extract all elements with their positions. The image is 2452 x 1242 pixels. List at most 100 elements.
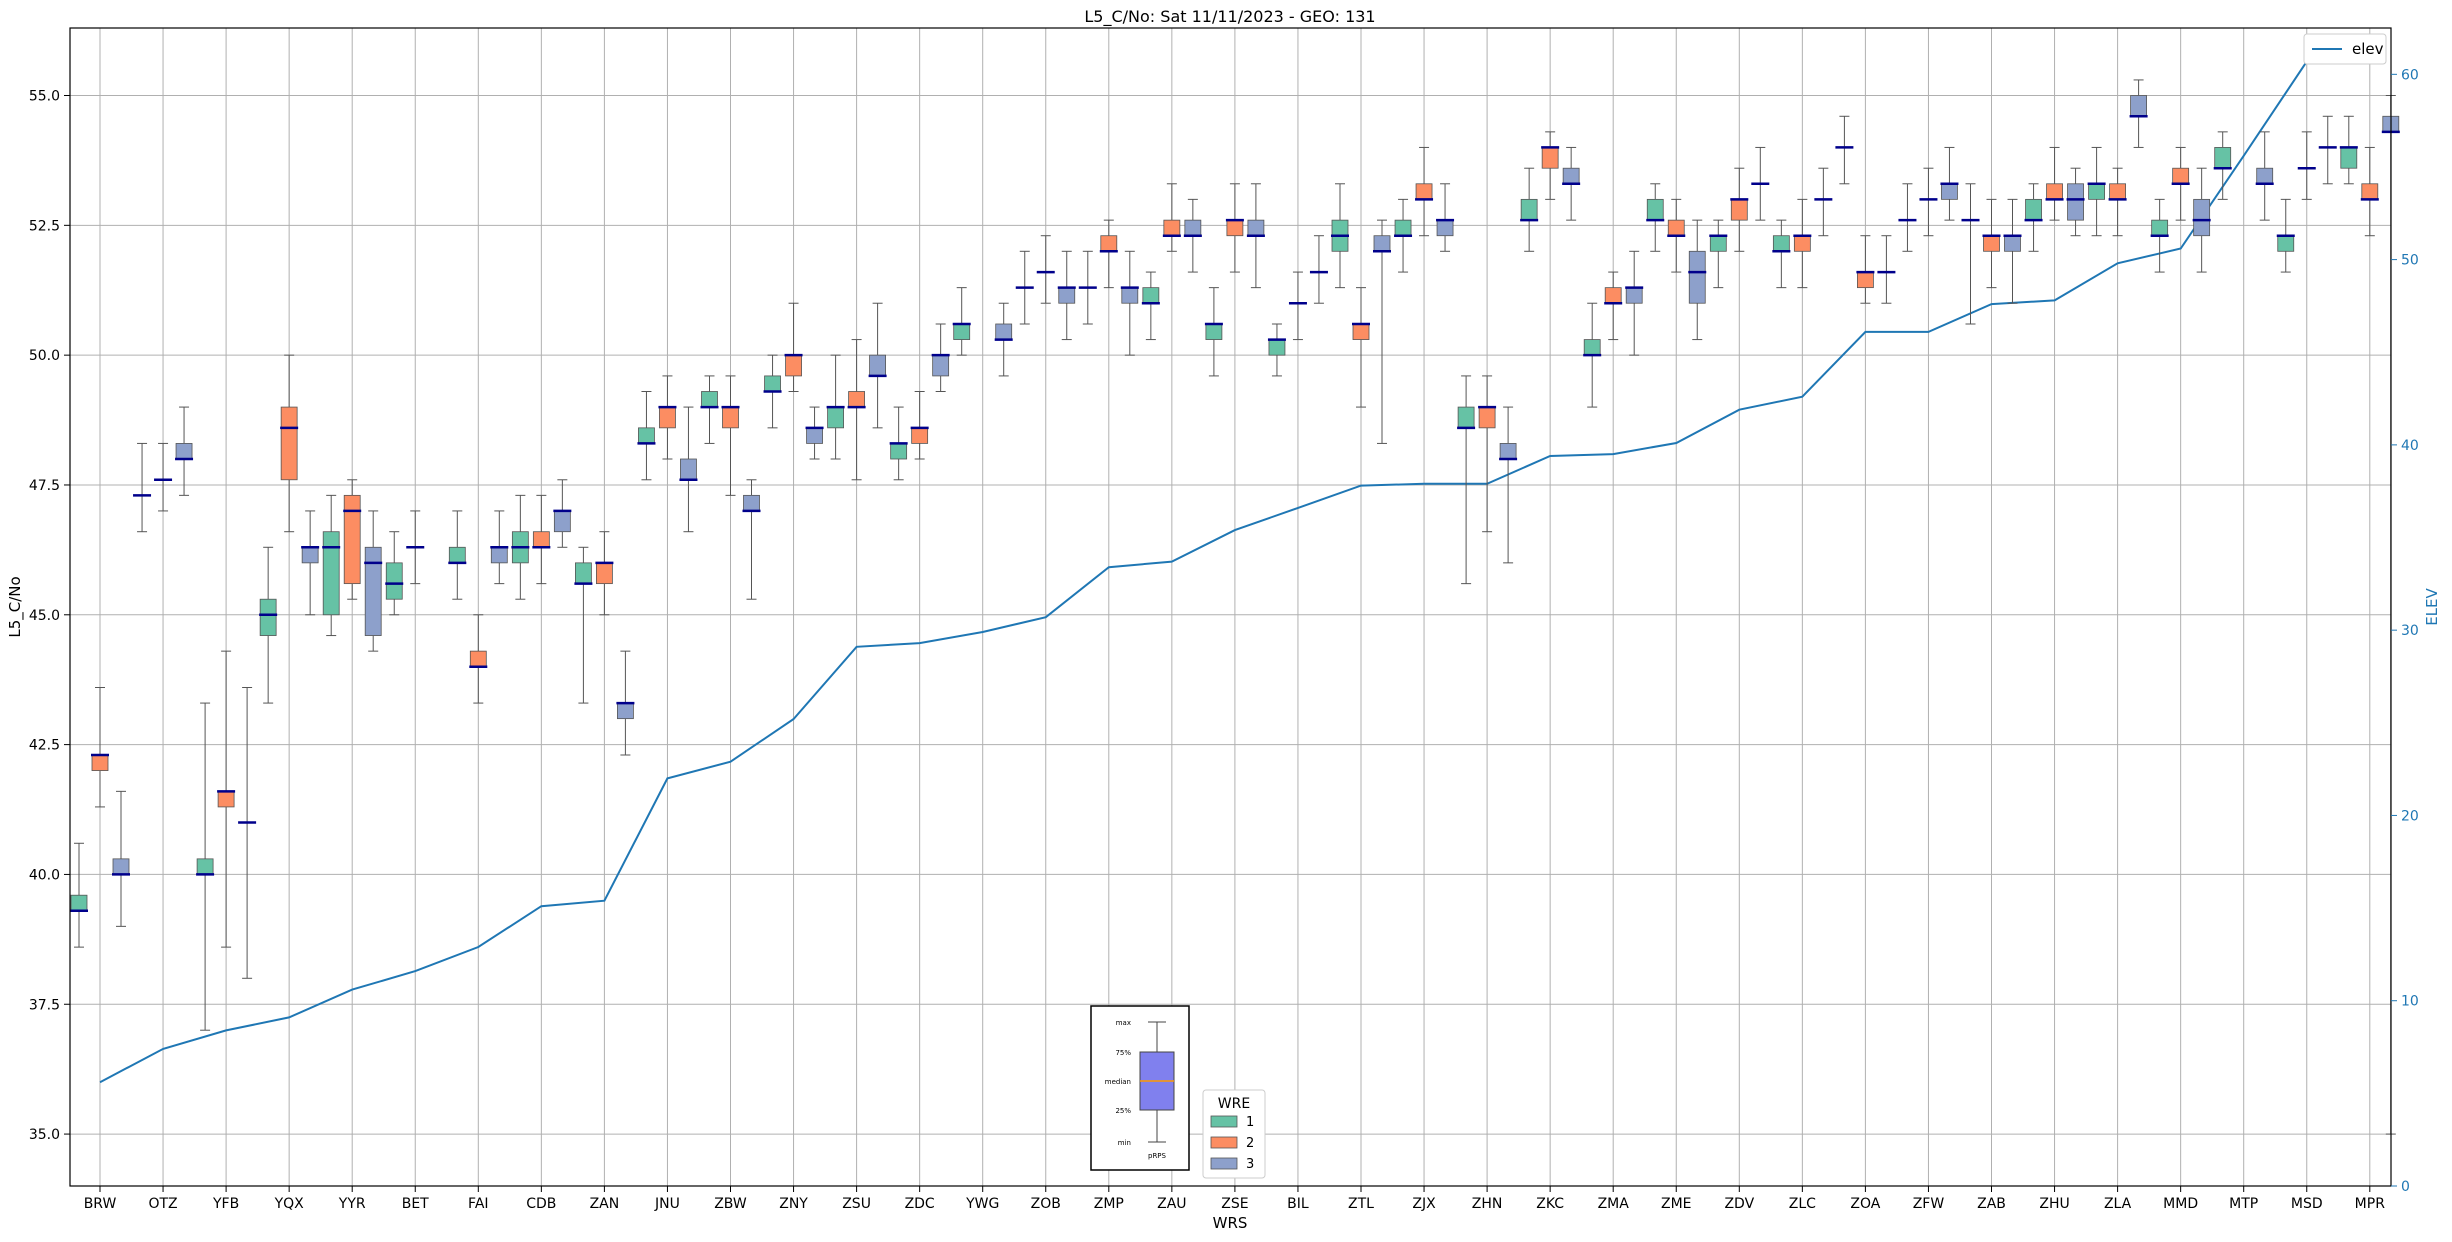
box-mpr-wre2 bbox=[2360, 146, 2379, 237]
box-msd-wre2 bbox=[2297, 131, 2316, 200]
iqr-box bbox=[1436, 219, 1454, 237]
iqr-box bbox=[1541, 147, 1559, 169]
iqr-box bbox=[1646, 198, 1664, 221]
box-zsu-wre1 bbox=[826, 354, 845, 460]
box-zjx-wre1 bbox=[1394, 198, 1413, 273]
box-brw-wre2 bbox=[91, 686, 109, 808]
iqr-box bbox=[1394, 219, 1412, 237]
x-tick-label: ZHU bbox=[2039, 1196, 2069, 1212]
iqr-box bbox=[91, 754, 109, 771]
wre-legend-swatch-2 bbox=[1210, 1136, 1238, 1149]
x-tick-label: ZAU bbox=[1157, 1196, 1186, 1212]
box-bil-wre1 bbox=[1267, 323, 1286, 377]
box-zsu-wre3 bbox=[868, 302, 887, 429]
box-zjx-wre3 bbox=[1436, 183, 1455, 252]
iqr-box bbox=[2088, 183, 2106, 200]
box-zlc-wre1 bbox=[1772, 219, 1791, 289]
iqr-box bbox=[743, 494, 760, 512]
box-ztl-wre1 bbox=[1331, 183, 1349, 289]
iqr-box bbox=[2256, 167, 2274, 185]
box-mmd-wre2 bbox=[2171, 146, 2190, 221]
iqr-box bbox=[2277, 235, 2295, 252]
x-axis: BRW OTZ YFB YQX YYR BET FAI CDB ZAN JNU ZBW ZNY ZSU Z… bbox=[84, 1186, 2385, 1212]
box-yyr-wre3 bbox=[364, 510, 383, 652]
grid bbox=[70, 28, 2391, 1186]
iqr-box bbox=[827, 406, 844, 429]
box-zma-wre3 bbox=[1625, 250, 1644, 356]
x-tick-label: ZOA bbox=[1850, 1196, 1880, 1212]
box-yfb-wre1 bbox=[196, 702, 215, 1031]
box-zan-wre2 bbox=[595, 531, 614, 616]
iqr-box bbox=[1667, 219, 1685, 237]
box-key-inset: max 75% median 25% min pRPS bbox=[1090, 1005, 1190, 1171]
box-zkc-wre1 bbox=[1520, 167, 1539, 252]
y2-tick-label: 30 bbox=[2401, 623, 2419, 639]
x-tick-label: BIL bbox=[1287, 1196, 1309, 1212]
x-tick-label: OTZ bbox=[148, 1196, 177, 1212]
iqr-box bbox=[1100, 235, 1118, 252]
box-yqx-wre2 bbox=[280, 354, 299, 533]
iqr-box bbox=[1415, 183, 1433, 200]
x-tick-label: YQX bbox=[274, 1196, 305, 1212]
box-zfw-wre1 bbox=[1898, 183, 1917, 252]
box-zob-wre1 bbox=[1015, 250, 1034, 325]
box-zdc-wre3 bbox=[931, 323, 950, 392]
x-tick-label: MTP bbox=[2229, 1196, 2258, 1212]
box-zny-wre1 bbox=[763, 354, 782, 429]
box-yyr-wre2 bbox=[343, 479, 362, 600]
box-bil-wre3 bbox=[1309, 235, 1328, 304]
iqr-box bbox=[1983, 235, 2000, 252]
box-fai-wre3 bbox=[490, 510, 509, 585]
y-axis-label: L5_C/No bbox=[6, 576, 25, 637]
box-zdc-wre2 bbox=[910, 390, 929, 460]
box-ztl-wre3 bbox=[1373, 219, 1391, 444]
box-zma-wre2 bbox=[1604, 271, 1623, 341]
box-zse-wre2 bbox=[1225, 183, 1244, 273]
box-yfb-wre3 bbox=[238, 686, 257, 979]
x-tick-label: ZAN bbox=[590, 1196, 620, 1212]
iqr-box bbox=[1793, 235, 1811, 252]
wre-legend-label-3: 3 bbox=[1246, 1157, 1254, 1172]
wre-legend-frame bbox=[1202, 1089, 1266, 1179]
x-tick-label: YYR bbox=[338, 1196, 366, 1212]
box-key-label-q1: 25% bbox=[1115, 1107, 1131, 1115]
box-zma-wre1 bbox=[1583, 302, 1602, 408]
iqr-box bbox=[1352, 323, 1370, 340]
wre-legend-swatch-3 bbox=[1210, 1157, 1238, 1170]
box-cdb-wre2 bbox=[532, 494, 551, 585]
iqr-box bbox=[217, 790, 235, 808]
box-otz-wre3 bbox=[175, 406, 194, 496]
box-key-label-max: max bbox=[1116, 1019, 1131, 1027]
iqr-box bbox=[2046, 183, 2063, 200]
box-zmp-wre3 bbox=[1120, 250, 1139, 356]
box-zdc-wre1 bbox=[889, 406, 908, 481]
box-zkc-wre2 bbox=[1541, 131, 1560, 200]
x-tick-label: ZME bbox=[1661, 1196, 1692, 1212]
iqr-box bbox=[701, 391, 718, 408]
y-tick-label: 45.0 bbox=[29, 608, 60, 624]
x-tick-label: ZNY bbox=[779, 1196, 808, 1212]
x-tick-label: ZLC bbox=[1789, 1196, 1816, 1212]
box-mtp-wre1 bbox=[2213, 131, 2232, 200]
iqr-box bbox=[911, 427, 929, 444]
iqr-box bbox=[869, 354, 886, 377]
box-yfb-wre2 bbox=[217, 650, 236, 948]
box-bet-wre2 bbox=[406, 510, 425, 585]
iqr-box bbox=[2361, 183, 2379, 200]
iqr-box bbox=[1857, 271, 1874, 289]
iqr-box bbox=[2151, 219, 2169, 237]
box-zoa-wre3 bbox=[1877, 235, 1896, 304]
x-tick-label: ZKC bbox=[1536, 1196, 1564, 1212]
box-zme-wre3 bbox=[1688, 219, 1707, 341]
box-key-label-q3: 75% bbox=[1115, 1049, 1131, 1057]
iqr-box bbox=[1058, 287, 1076, 304]
iqr-box bbox=[596, 562, 613, 585]
box-zmp-wre1 bbox=[1078, 250, 1097, 325]
box-zbw-wre3 bbox=[742, 479, 761, 600]
iqr-box bbox=[659, 406, 676, 429]
iqr-box bbox=[1205, 323, 1223, 340]
box-zkc-wre3 bbox=[1562, 146, 1581, 221]
x-tick-label: ZDC bbox=[905, 1196, 935, 1212]
wre-legend-label-2: 2 bbox=[1246, 1136, 1254, 1151]
y2-axis-label: ELEV bbox=[2423, 587, 2441, 625]
